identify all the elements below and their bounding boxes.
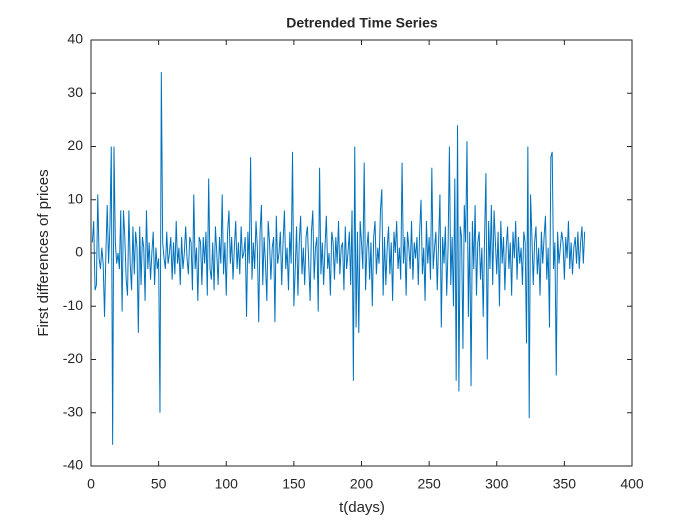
y-tick-label: 0 xyxy=(75,244,83,260)
x-tick-label: 400 xyxy=(620,476,644,492)
y-tick-label: -10 xyxy=(63,297,83,313)
y-tick-label: -40 xyxy=(63,457,83,473)
y-axis-label: First differences of prices xyxy=(35,169,52,336)
y-tick-label: -30 xyxy=(63,403,83,419)
x-tick-label: 150 xyxy=(282,476,306,492)
x-tick-label: 250 xyxy=(417,476,441,492)
chart-title: Detrended Time Series xyxy=(286,15,438,31)
x-tick-label: 350 xyxy=(553,476,577,492)
y-tick-label: 10 xyxy=(67,190,83,206)
y-tick-label: 30 xyxy=(67,84,83,100)
y-tick-label: -20 xyxy=(63,350,83,366)
y-tick-label: 40 xyxy=(67,31,83,47)
x-tick-label: 0 xyxy=(87,476,95,492)
data-line xyxy=(91,71,586,445)
y-tick-label: 20 xyxy=(67,137,83,153)
x-tick-label: 100 xyxy=(215,476,239,492)
x-axis-label: t(days) xyxy=(339,499,385,516)
x-tick-label: 200 xyxy=(350,476,374,492)
x-tick-label: 300 xyxy=(485,476,509,492)
x-tick-label: 50 xyxy=(151,476,167,492)
